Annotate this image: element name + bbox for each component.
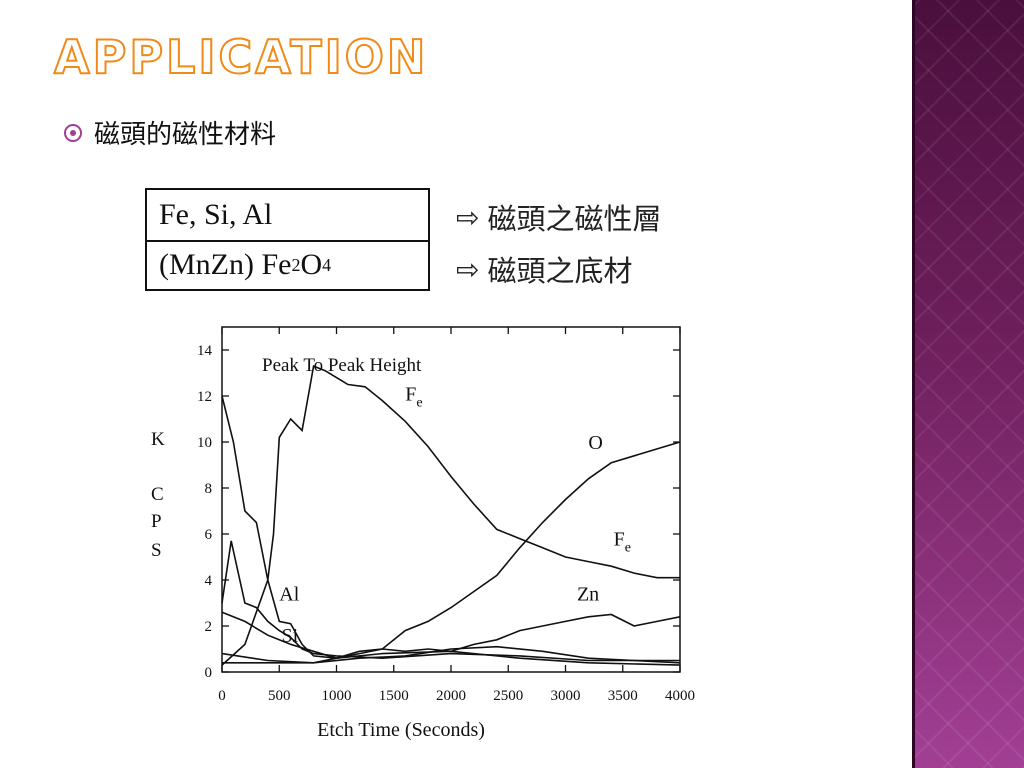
x-tick-label: 2500 <box>493 688 523 704</box>
right-arrow-outline-icon: ⇨ <box>456 252 480 286</box>
series-line-6 <box>221 645 681 664</box>
y-tick-label: 10 <box>197 435 212 451</box>
series-line-5 <box>221 395 681 666</box>
material-2-role-row: ⇨ 磁頭之底材 <box>456 248 632 290</box>
material-2-role: 磁頭之底材 <box>487 254 633 288</box>
y-axis-ticks: 0 2 4 6 8 10 12 14 <box>197 343 680 681</box>
material-2-subscript-2: 4 <box>322 254 332 275</box>
y-axis-label-letter: S <box>151 540 162 561</box>
y-tick-label: 4 <box>205 573 213 589</box>
x-tick-label: 3000 <box>551 688 581 704</box>
material-row-2: (MnZn) Fe 2 O 4 <box>147 239 428 290</box>
x-axis-ticks: 0 500 1000 1500 2000 2500 3000 3500 4000 <box>218 327 695 704</box>
annotation-label: Zn <box>577 584 599 606</box>
plot-area-frame <box>221 326 681 673</box>
y-axis-label-letter: C <box>151 484 164 505</box>
line-annotations: Fe O Fe Zn Al Si <box>279 384 631 647</box>
y-axis-label-letter: K <box>151 429 165 450</box>
y-tick-label: 8 <box>205 481 213 497</box>
y-tick-label: 2 <box>205 619 213 635</box>
series-lines <box>221 364 681 666</box>
x-tick-label: 1500 <box>379 688 409 704</box>
materials-table: Fe, Si, Al (MnZn) Fe 2 O 4 <box>145 188 430 291</box>
material-1-formula: Fe, Si, Al <box>159 197 273 231</box>
decorative-side-band <box>912 0 1024 768</box>
material-1-role-row: ⇨ 磁頭之磁性層 <box>456 196 661 238</box>
y-axis-label-letter: P <box>151 511 162 532</box>
bullet-item: 磁頭的磁性材料 <box>64 114 276 151</box>
y-axis-label: K CPS <box>151 429 165 561</box>
material-2-formula-part2: O <box>300 248 323 282</box>
bullet-text: 磁頭的磁性材料 <box>94 120 277 150</box>
annotation-label: O <box>588 432 602 454</box>
material-2-formula-part1: (MnZn) Fe <box>159 248 292 282</box>
annotation-label: Fe <box>405 384 422 411</box>
chart-title: Peak To Peak Height <box>262 355 422 376</box>
slide-title: APPLICATION <box>53 29 429 85</box>
annotation-label: Al <box>279 584 299 606</box>
x-tick-label: 500 <box>268 688 291 704</box>
right-arrow-outline-icon: ⇨ <box>456 200 480 234</box>
x-axis-label: Etch Time (Seconds) <box>317 719 485 741</box>
x-tick-label: 4000 <box>665 688 695 704</box>
y-tick-label: 6 <box>205 527 213 543</box>
radio-bullet-icon <box>64 123 82 142</box>
material-row-1: Fe, Si, Al <box>147 190 428 240</box>
annotation-label: Si <box>282 625 299 647</box>
annotation-label: Fe <box>614 529 631 556</box>
y-tick-label: 14 <box>197 343 213 359</box>
x-tick-label: 2000 <box>436 688 466 704</box>
x-tick-label: 1000 <box>322 688 352 704</box>
side-band-edge <box>912 0 915 768</box>
x-tick-label: 3500 <box>608 688 638 704</box>
material-2-subscript-1: 2 <box>291 254 301 275</box>
y-tick-label: 0 <box>205 665 213 681</box>
x-tick-label: 0 <box>218 688 226 704</box>
y-tick-label: 12 <box>197 389 212 405</box>
series-line-1 <box>221 364 680 666</box>
material-1-role: 磁頭之磁性層 <box>487 202 662 236</box>
